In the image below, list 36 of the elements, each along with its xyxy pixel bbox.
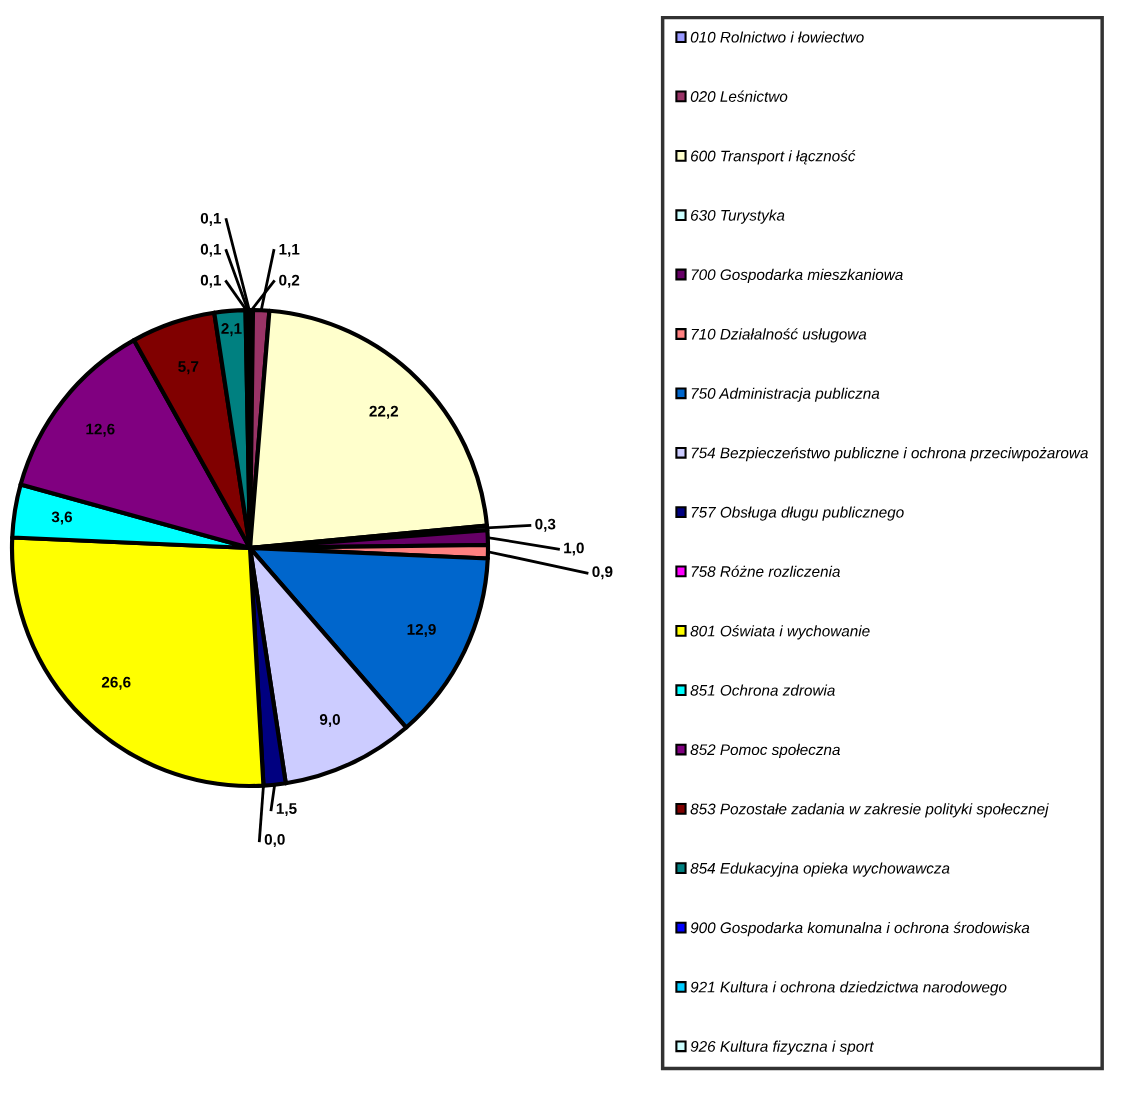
data-label: 1,5	[276, 803, 297, 817]
legend-label: 757 Obsługa długu publicznego	[691, 506, 904, 521]
data-label: 0,3	[535, 518, 556, 532]
data-label: 0,2	[279, 274, 300, 288]
legend-label: 921 Kultura i ochrona dziedzictwa narodowego	[690, 981, 1007, 996]
data-label: 9,0	[319, 714, 340, 728]
data-label: 12,6	[86, 423, 115, 437]
legend-label: 020 Leśnictwo	[690, 90, 788, 102]
data-label: 0,1	[200, 274, 222, 288]
data-label: 5,7	[178, 361, 199, 375]
data-label: 26,6	[101, 676, 131, 690]
legend-label: 801 Oświata i wychowanie	[690, 625, 870, 640]
data-label: 0,1	[200, 212, 222, 226]
legend-label: 853 Pozostałe zadania w zakresie polityki społecznej	[690, 803, 1049, 818]
legend-label: 900 Gospodarka komunalna i ochrona środowiska	[690, 921, 1030, 937]
data-label: 0,1	[200, 243, 222, 257]
data-label: 22,2	[369, 405, 399, 419]
legend-label: 852 Pomoc społeczna	[690, 743, 840, 759]
legend-label: 600 Transport i łączność	[691, 150, 856, 165]
legend-label: 700 Gospodarka mieszkaniowa	[691, 268, 903, 284]
data-label: 0,9	[592, 566, 613, 580]
legend-label: 854 Edukacyjna opieka wychowawcza	[690, 862, 950, 877]
legend-label: 754 Bezpieczeństwo publiczne i ochrona przeciwpożarowa	[691, 446, 1088, 462]
legend-label: 758 Różne rozliczenia	[691, 565, 840, 577]
legend-label: 710 Działalność usługowa	[691, 328, 867, 343]
data-label: 1,0	[564, 542, 584, 556]
text: 0,0	[264, 834, 285, 848]
legend-label: 926 Kultura fizyczna i sport	[690, 1040, 875, 1055]
data-label: 2,1	[221, 323, 242, 337]
legend-label: 010 Rolnictwo i łowiectwo	[690, 31, 864, 43]
data-label: 1,1	[279, 243, 300, 257]
data-label: 3,6	[51, 511, 73, 525]
data-label: 12,9	[407, 623, 436, 637]
legend-label: 851 Ochrona zdrowia	[690, 684, 835, 696]
legend-label: 750 Administracja publiczna	[691, 387, 880, 402]
legend-label: 630 Turystyka	[691, 209, 785, 224]
